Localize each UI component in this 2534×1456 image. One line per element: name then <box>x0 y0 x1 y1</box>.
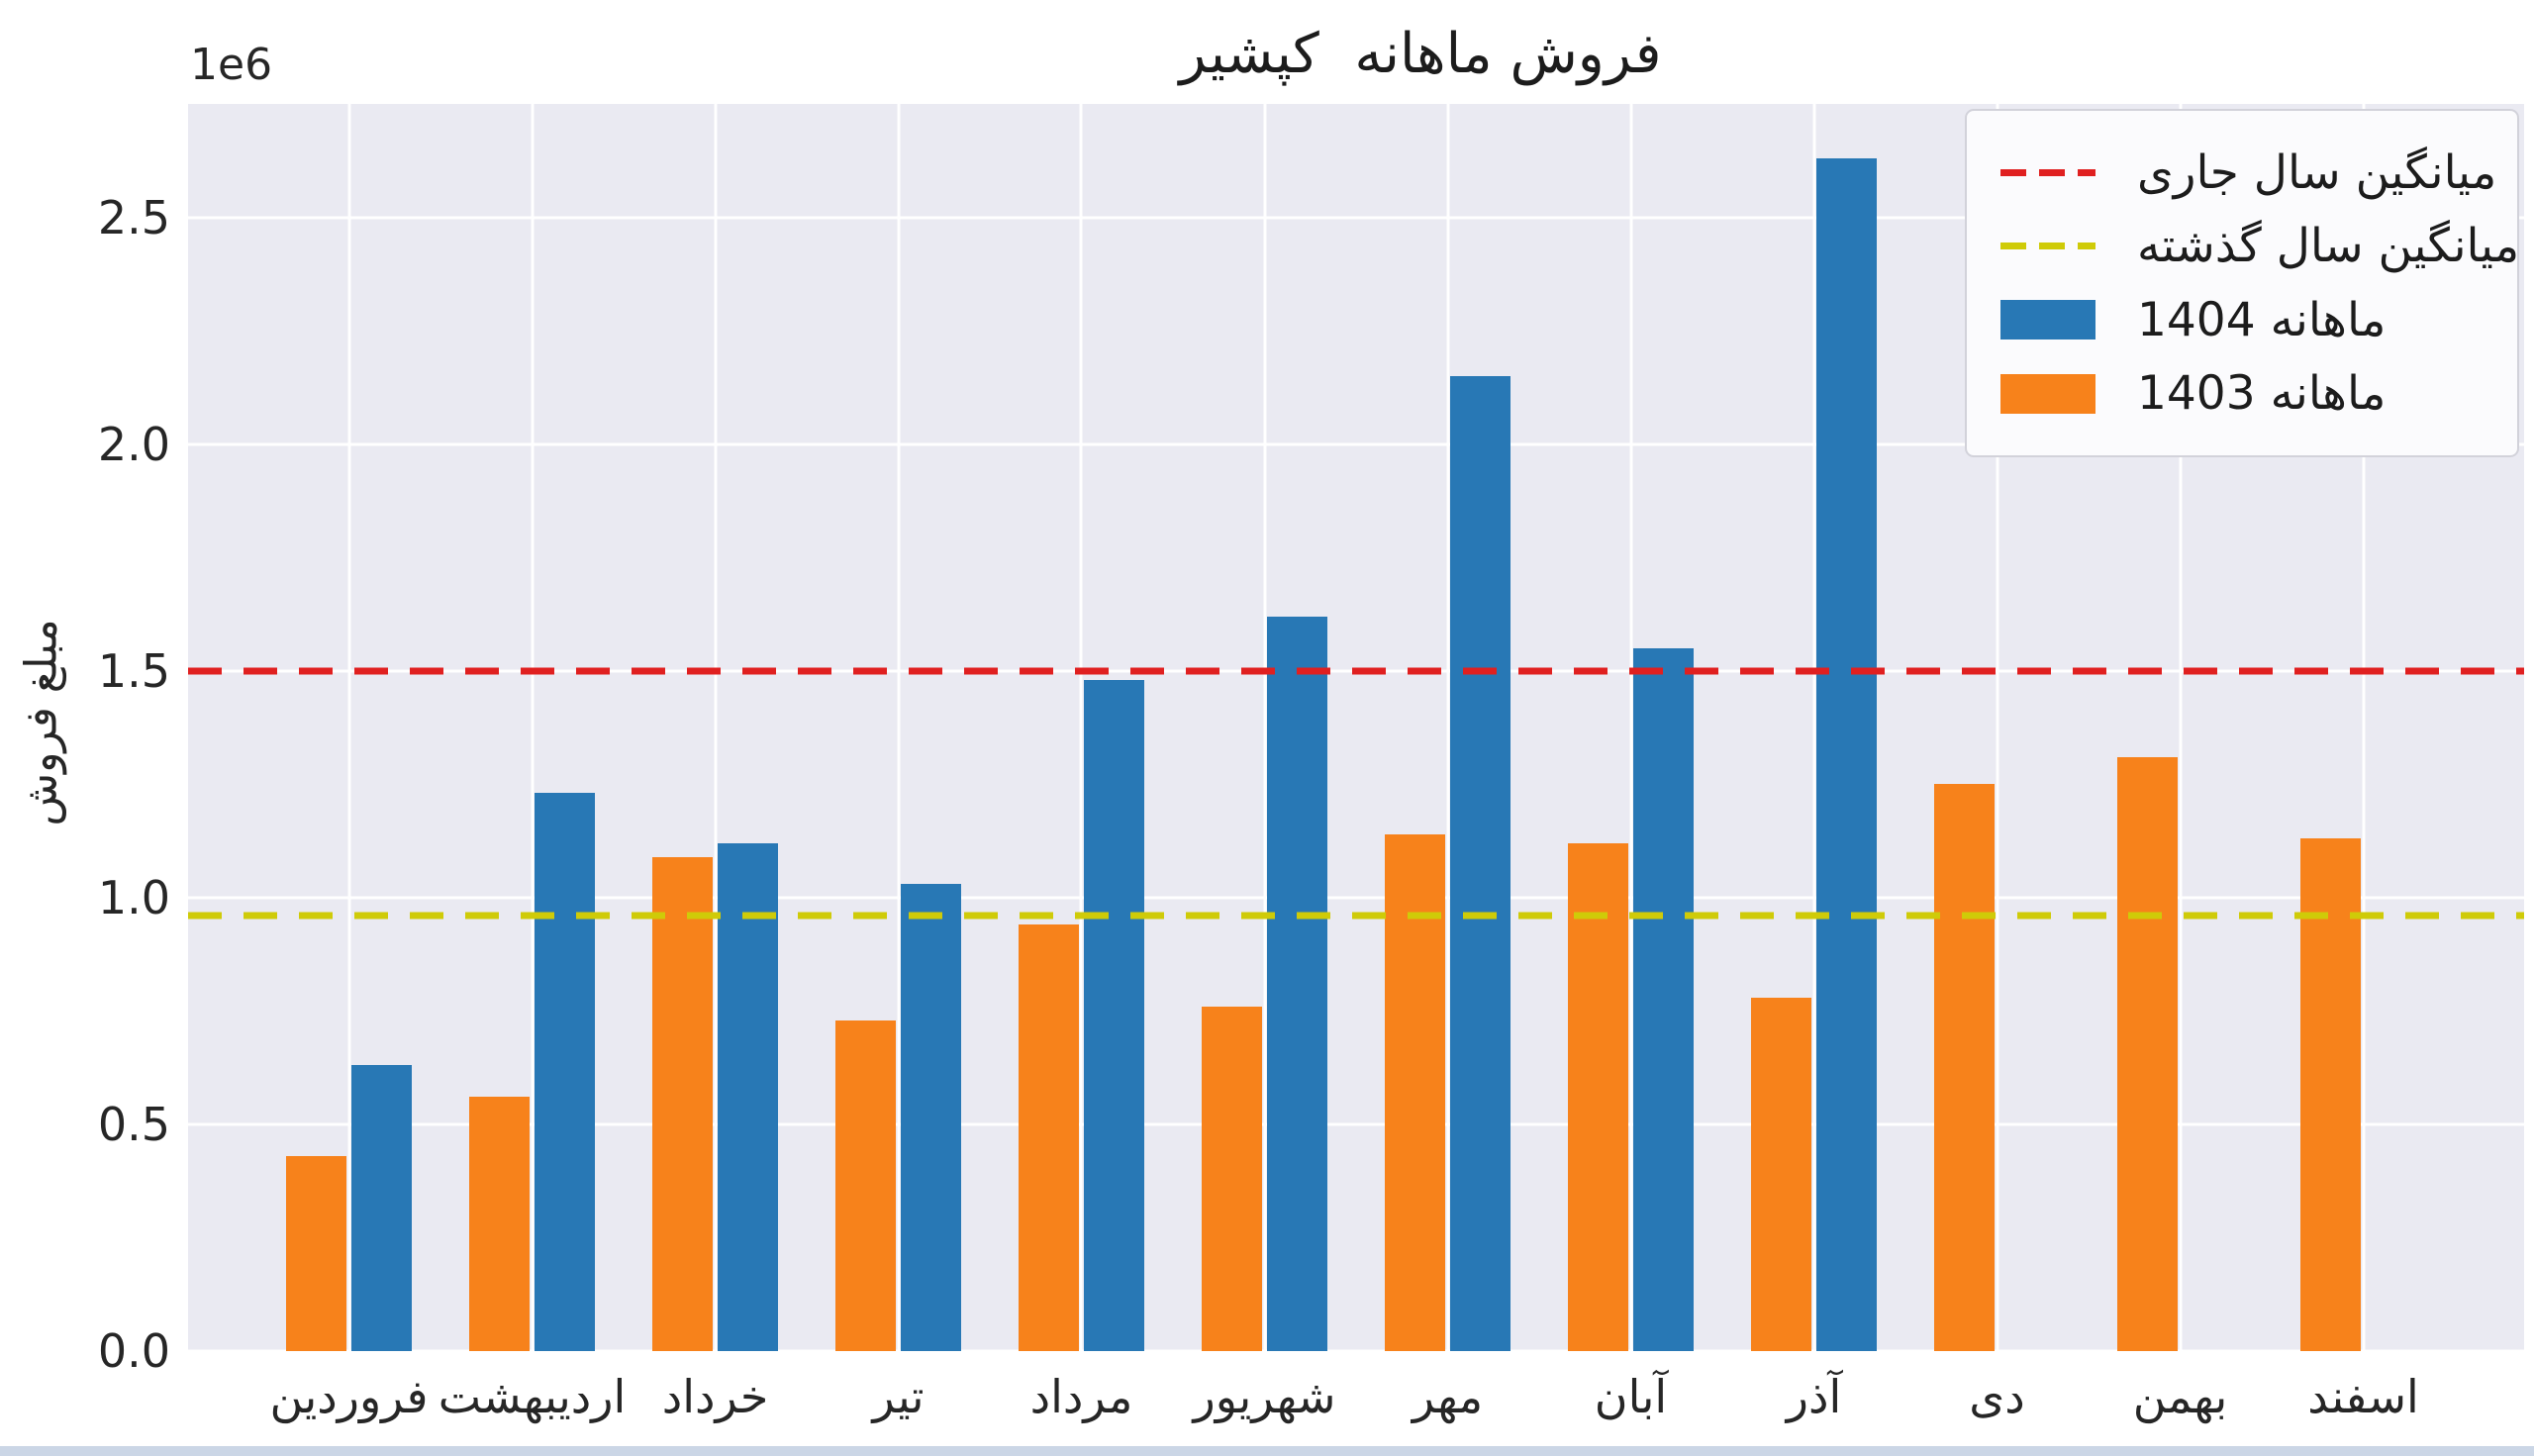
y-gridline <box>188 1349 2524 1353</box>
bar-1403 <box>1568 842 1628 1351</box>
bar-1403 <box>1385 833 1445 1351</box>
bar-1404 <box>718 842 778 1351</box>
x-gridline <box>347 104 350 1351</box>
bar-group <box>1356 104 1539 1351</box>
chart-title: فروش ماهانه کپشیر <box>1179 22 1662 86</box>
bottom-strip <box>0 1446 2534 1456</box>
bar-1404 <box>901 884 961 1351</box>
bar-1403 <box>1202 1006 1262 1351</box>
y-gridline <box>188 1122 2524 1126</box>
x-tick-label: مهر <box>1412 1370 1484 1423</box>
x-gridline <box>1629 104 1632 1351</box>
bar-group <box>257 104 440 1351</box>
mean-line-current-year <box>188 667 2524 675</box>
bar-group <box>1905 104 2089 1351</box>
bar-1404 <box>1267 616 1327 1351</box>
mean-line-last-year <box>188 912 2524 920</box>
x-tick-label: تیر <box>872 1370 925 1423</box>
legend-label-series-1404: ماهانه 1404 <box>2137 292 2387 347</box>
bar-group <box>990 104 1173 1351</box>
x-tick-label: اسفند <box>2307 1370 2419 1423</box>
legend: میانگین سال جاری میانگین سال گذشته ماهان… <box>1965 109 2519 457</box>
y-tick-label: 1.0 <box>97 870 170 924</box>
bar-group <box>807 104 990 1351</box>
bar-1404 <box>1633 647 1694 1351</box>
legend-label-mean-current: میانگین سال جاری <box>2137 145 2497 200</box>
bar-1404 <box>1084 679 1144 1351</box>
bar-group <box>1173 104 1356 1351</box>
bar-1403 <box>286 1155 346 1351</box>
bar-1404 <box>535 793 595 1351</box>
x-tick-label: فروردین <box>269 1370 429 1423</box>
x-gridline <box>1996 104 1998 1351</box>
x-gridline <box>531 104 534 1351</box>
bar-group <box>440 104 624 1351</box>
legend-item-mean-current: میانگین سال جاری <box>2000 137 2496 208</box>
x-gridline <box>2362 104 2365 1351</box>
x-tick-label: آذر <box>1786 1370 1842 1423</box>
x-tick-label: اردیبهشت <box>438 1370 627 1423</box>
legend-label-mean-last: میانگین سال گذشته <box>2137 219 2520 274</box>
x-gridline <box>1446 104 1449 1351</box>
y-axis-ticks: 0.0 0.5 1.0 1.5 2.0 2.5 <box>0 104 170 1378</box>
bar-group <box>2089 104 2272 1351</box>
y-gridline <box>188 216 2524 220</box>
bar-group <box>2272 104 2455 1351</box>
x-gridline <box>714 104 717 1351</box>
y-gridline <box>188 896 2524 900</box>
bar-1403 <box>652 856 713 1351</box>
bar-1404 <box>1816 157 1877 1351</box>
bar-1403 <box>1751 997 1811 1351</box>
yellow-dashed-line-icon <box>2000 243 2095 250</box>
bar-group <box>1722 104 1905 1351</box>
legend-item-series-1403: ماهانه 1403 <box>2000 358 2484 430</box>
bar-1403 <box>1934 784 1995 1351</box>
bar-1403 <box>469 1097 530 1351</box>
y-tick-label: 0.5 <box>97 1097 170 1151</box>
x-tick-label: آبان <box>1594 1370 1668 1423</box>
x-gridline <box>897 104 900 1351</box>
bar-1404 <box>351 1065 412 1351</box>
bar-group <box>624 104 807 1351</box>
y-gridline <box>188 442 2524 446</box>
orange-swatch-icon <box>2000 373 2095 414</box>
bar-1404 <box>1450 375 1511 1351</box>
x-tick-label: مرداد <box>1029 1370 1133 1423</box>
y-tick-label: 2.0 <box>97 417 170 471</box>
bar-1403 <box>1019 924 1079 1351</box>
y-tick-label: 0.0 <box>97 1324 170 1378</box>
x-tick-label: شهریور <box>1193 1370 1336 1423</box>
y-axis-offset-label: 1e6 <box>190 40 273 90</box>
x-gridline <box>2179 104 2182 1351</box>
y-tick-label: 2.5 <box>97 190 170 244</box>
x-gridline <box>1079 104 1083 1351</box>
x-tick-label: بهمن <box>2132 1370 2228 1423</box>
bar-group <box>1539 104 1722 1351</box>
bar-1403 <box>2117 756 2178 1351</box>
bar-1403 <box>835 1019 896 1351</box>
red-dashed-line-icon <box>2000 168 2095 176</box>
x-axis-ticks: فروردین اردیبهشت خرداد تیر مرداد شهریور مهر آبا… <box>188 1358 2524 1452</box>
legend-item-mean-last: میانگین سال گذشته <box>2000 211 2519 282</box>
x-tick-label: دی <box>1969 1370 2025 1423</box>
x-gridline <box>1263 104 1266 1351</box>
legend-item-series-1404: ماهانه 1404 <box>2000 284 2484 355</box>
x-gridline <box>1812 104 1815 1351</box>
legend-label-series-1403: ماهانه 1403 <box>2137 366 2387 422</box>
blue-swatch-icon <box>2000 300 2095 340</box>
y-tick-label: 1.5 <box>97 643 170 698</box>
bar-1403 <box>2300 838 2361 1351</box>
x-tick-label: خرداد <box>661 1370 769 1423</box>
